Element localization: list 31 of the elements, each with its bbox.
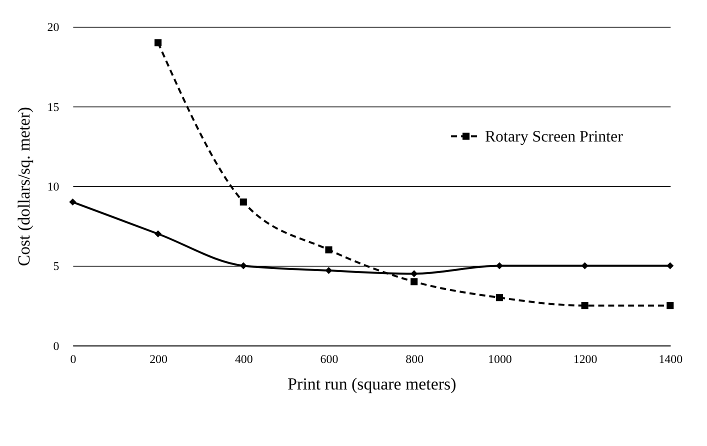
point — [581, 302, 588, 310]
y-axis-title: Cost (dollars/sq. meter) — [14, 106, 34, 266]
x-tick-label: 0 — [70, 352, 76, 366]
x-tick-label: 800 — [406, 352, 424, 366]
point — [325, 266, 332, 274]
point — [581, 262, 588, 270]
x-tick-label: 1200 — [573, 352, 598, 366]
point — [154, 230, 162, 238]
x-tick-label: 1400 — [658, 352, 683, 366]
point — [496, 262, 503, 270]
x-axis-title: Print run (square meters) — [288, 374, 456, 394]
x-tick-label: 600 — [320, 352, 338, 366]
y-tick-label: 15 — [47, 100, 60, 114]
y-tick-label: 5 — [53, 259, 60, 274]
point — [666, 302, 674, 310]
y-tick-label: 20 — [47, 20, 60, 34]
point — [240, 198, 247, 206]
point — [240, 262, 247, 270]
y-tick-label: 10 — [47, 180, 60, 194]
point — [666, 262, 674, 270]
legend-label: Rotary Screen Printer — [484, 128, 624, 146]
point — [325, 246, 332, 254]
point — [410, 278, 418, 286]
point — [154, 39, 162, 46]
y-tick-label: 0 — [53, 338, 60, 353]
point — [496, 294, 503, 302]
point — [69, 198, 76, 206]
x-tick-label: 400 — [234, 352, 253, 366]
x-tick-label: 200 — [150, 352, 168, 366]
point — [410, 270, 418, 278]
x-tick-label: 1000 — [488, 352, 512, 366]
